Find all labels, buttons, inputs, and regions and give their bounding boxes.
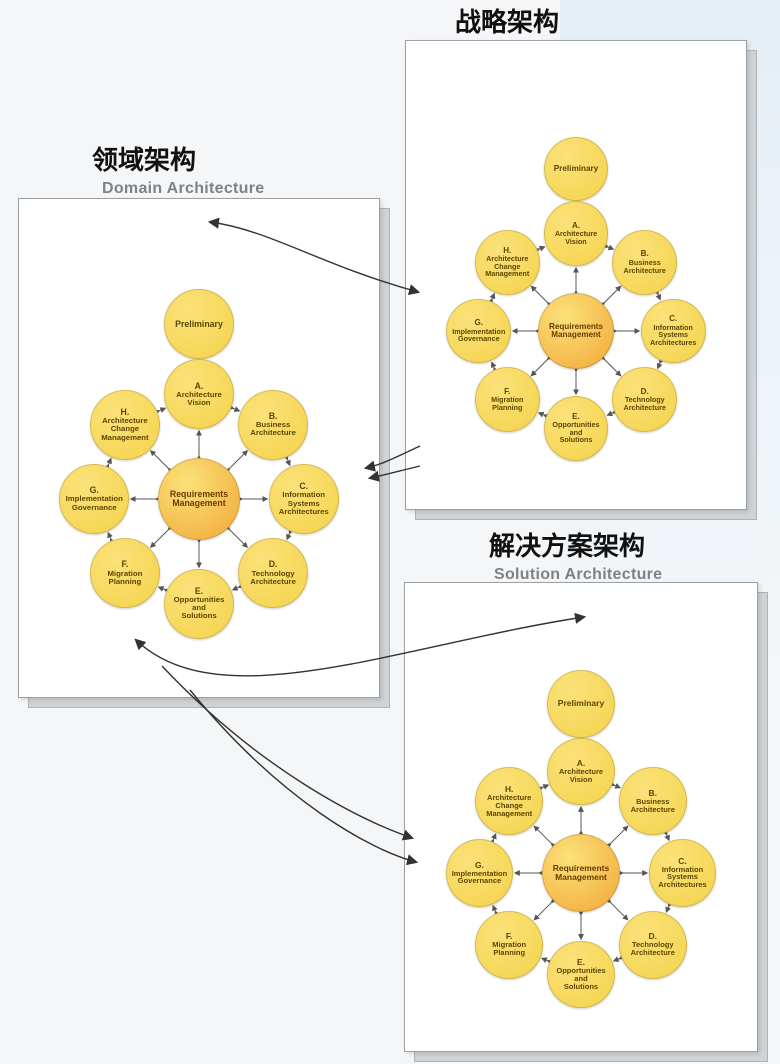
panel-domain: RequirementsManagement PreliminaryA.Archi… xyxy=(18,198,378,696)
adm-node: B.BusinessArchitecture xyxy=(612,230,677,295)
panel-strategic: RequirementsManagementPreliminaryA.Archi… xyxy=(405,40,745,508)
adm-diagram: RequirementsManagementPreliminaryA.Archi… xyxy=(406,41,746,509)
adm-diagram: RequirementsManagement PreliminaryA.Archi… xyxy=(19,199,379,697)
subtitle-domain-en: Domain Architecture xyxy=(102,180,264,198)
adm-node: C.InformationSystemsArchitectures xyxy=(649,839,717,907)
title-solution: 解决方案架构 xyxy=(489,526,645,563)
adm-node: H.ArchitectureChangeManagement xyxy=(90,390,160,460)
page-root: 战略架构 领域架构 解决方案架构 Domain Architecture Sol… xyxy=(0,0,780,1064)
adm-node: E.OpportunitiesandSolutions xyxy=(164,569,234,639)
card: RequirementsManagement PreliminaryA.Archi… xyxy=(18,198,380,698)
adm-node: Preliminary xyxy=(547,670,615,738)
adm-node: B.BusinessArchitecture xyxy=(619,767,687,835)
connector-arrow xyxy=(190,690,416,862)
card: RequirementsManagementPreliminaryA.Archi… xyxy=(404,582,758,1052)
adm-node: E.OpportunitiesandSolutions xyxy=(547,941,615,1009)
adm-node: G.ImplementationGovernance xyxy=(446,839,514,907)
adm-node: C.InformationSystemsArchitectures xyxy=(641,299,706,364)
adm-node: D.TechnologyArchitecture xyxy=(619,911,687,979)
adm-node: A.ArchitectureVision xyxy=(544,201,609,266)
panel-solution: RequirementsManagementPreliminaryA.Archi… xyxy=(404,582,756,1050)
adm-diagram: RequirementsManagementPreliminaryA.Archi… xyxy=(405,583,757,1051)
adm-node: B.BusinessArchitecture xyxy=(238,390,308,460)
adm-node: F.MigrationPlanning xyxy=(475,911,543,979)
adm-node: D.TechnologyArchitecture xyxy=(612,367,677,432)
adm-node: D.TechnologyArchitecture xyxy=(238,538,308,608)
adm-node: A.ArchitectureVision xyxy=(164,359,234,429)
adm-node: C.InformationSystemsArchitectures xyxy=(269,464,339,534)
adm-node: F.MigrationPlanning xyxy=(475,367,540,432)
adm-node: RequirementsManagement xyxy=(158,458,239,539)
adm-node: Preliminary xyxy=(164,289,234,359)
adm-node: H.ArchitectureChangeManagement xyxy=(475,767,543,835)
title-strategic: 战略架构 xyxy=(455,2,559,39)
adm-node: A.ArchitectureVision xyxy=(547,738,615,806)
adm-node: E.OpportunitiesandSolutions xyxy=(544,396,609,461)
card: RequirementsManagementPreliminaryA.Archi… xyxy=(405,40,747,510)
adm-node: G.ImplementationGovernance xyxy=(59,464,129,534)
adm-node: F.MigrationPlanning xyxy=(90,538,160,608)
adm-node: RequirementsManagement xyxy=(538,293,614,369)
adm-node: H.ArchitectureChangeManagement xyxy=(475,230,540,295)
adm-node: G.ImplementationGovernance xyxy=(446,299,511,364)
title-domain: 领域架构 xyxy=(92,140,196,177)
